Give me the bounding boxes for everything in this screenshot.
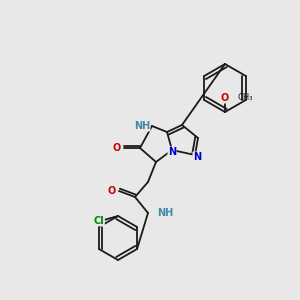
Text: NH: NH (157, 208, 173, 218)
Text: O: O (113, 143, 121, 153)
Text: CH₃: CH₃ (238, 94, 254, 103)
Text: N: N (168, 147, 176, 157)
Text: NH: NH (134, 121, 150, 131)
Text: O: O (221, 93, 229, 103)
Text: Cl: Cl (94, 216, 104, 226)
Text: O: O (108, 186, 116, 196)
Text: N: N (193, 152, 201, 162)
